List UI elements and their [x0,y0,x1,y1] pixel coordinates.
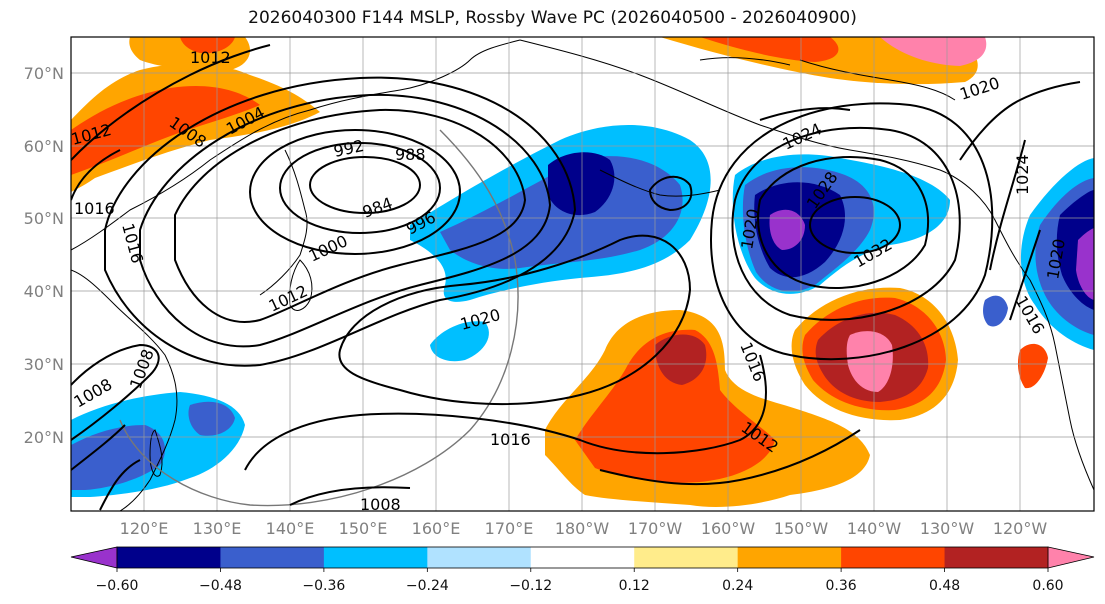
colorbar: −0.60 −0.48 −0.36 −0.24 −0.12 0.12 0.24 0.36 0.4… [70,546,1095,594]
contour-label: 988 [395,145,426,164]
lon-label: 140°E [266,519,315,538]
colorbar-tick-label: 0.48 [929,578,960,594]
contour-label: 1024 [1013,154,1032,195]
colorbar-tick-label: −0.48 [199,578,242,594]
map-title: 2026040300 F144 MSLP, Rossby Wave PC (20… [248,8,857,28]
colorbar-segment [323,547,428,568]
lon-label: 160°W [701,519,756,538]
lat-label: 20°N [24,428,64,447]
colorbar-tick-label: 0.12 [619,578,650,594]
contour-label: 1016 [490,430,531,449]
contour-label: 1016 [74,199,115,218]
colorbar-segment [117,547,221,568]
lon-label: 120°E [120,519,169,538]
colorbar-segment [634,547,739,568]
lon-label: 170°E [485,519,534,538]
colorbar-segment [737,547,842,568]
lon-label: 150°W [774,519,829,538]
lon-label: 130°W [920,519,975,538]
lon-label: 170°W [628,519,683,538]
lat-label: 30°N [24,355,64,374]
lon-label: 120°W [993,519,1048,538]
colorbar-tick-label: −0.12 [509,578,552,594]
map-frame [70,36,1095,512]
colorbar-tick-label: −0.24 [406,578,449,594]
reference-arc [119,129,519,507]
colorbar-extend-low [70,546,118,569]
colorbar-tick-label: 0.24 [722,578,753,594]
coastlines [71,39,1094,511]
lat-label: 70°N [24,64,64,83]
colorbar-extend-high [1047,546,1095,569]
map-area: 1012 1008 1004 1012 992 988 984 1016 101… [71,37,1094,514]
colorbar-segment [530,547,635,568]
lat-label: 40°N [24,282,64,301]
colorbar-segment [841,547,946,568]
colorbar-tick-label: −0.60 [96,578,139,594]
colorbar-segment [427,547,532,568]
lon-label: 180°W [555,519,610,538]
lon-label: 140°W [847,519,902,538]
lon-label: 130°E [193,519,242,538]
lon-label: 160°E [412,519,461,538]
longitude-labels: 120°E 130°E 140°E 150°E 160°E 170°E 180°… [120,519,1048,538]
contour-label: 1008 [360,495,401,514]
colorbar-tick-label: 0.60 [1032,578,1063,594]
colorbar-segment [220,547,325,568]
colorbar-segment [944,547,1049,568]
contour-label: 1012 [190,48,231,67]
colorbar-tick-label: −0.36 [302,578,345,594]
lat-label: 60°N [24,137,64,156]
lat-label: 50°N [24,209,64,228]
colorbar-frame [116,546,1049,569]
latitude-labels: 70°N 60°N 50°N 40°N 30°N 20°N [24,64,64,447]
lon-label: 150°E [339,519,388,538]
colorbar-tick-label: 0.36 [826,578,857,594]
isobars [71,44,1081,511]
